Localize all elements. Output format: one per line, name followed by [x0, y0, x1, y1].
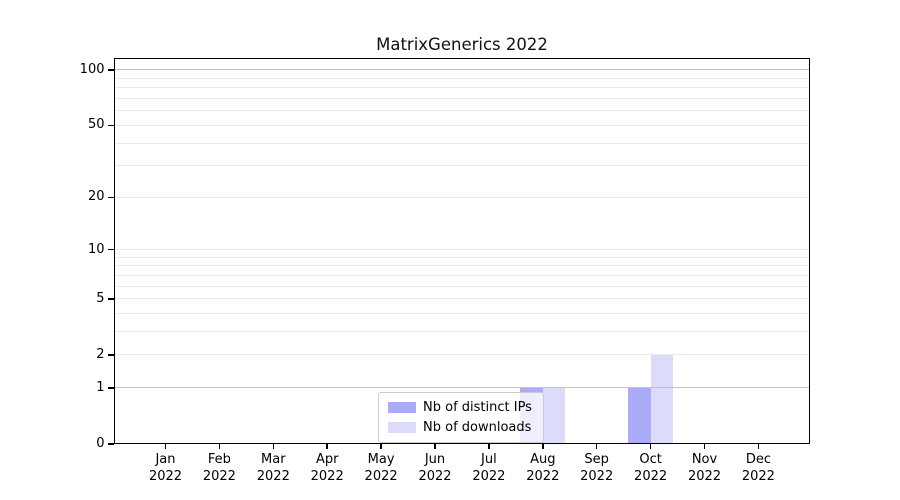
- y-axis-tick: [107, 248, 114, 251]
- y-axis-tick: [107, 354, 114, 356]
- x-axis-tick: [703, 444, 706, 449]
- x-axis-tick-label: Mar 2022: [241, 452, 305, 485]
- y-axis-tick: [107, 124, 114, 127]
- x-label-year: 2022: [472, 468, 506, 484]
- legend-swatch: [388, 422, 416, 433]
- gridline-minor: [114, 77, 810, 79]
- x-label-month: Sep: [584, 452, 609, 467]
- gridline-minor: [114, 274, 810, 276]
- x-axis-tick-label: Nov 2022: [673, 452, 737, 485]
- grid-layer: [114, 58, 810, 444]
- chart-title: MatrixGenerics 2022: [376, 35, 548, 54]
- x-label-year: 2022: [580, 468, 614, 484]
- y-axis-tick-label: 10: [87, 241, 105, 257]
- x-axis-tick: [218, 444, 221, 449]
- x-axis-tick-label: Jun 2022: [403, 452, 467, 485]
- gridline-minor: [114, 87, 810, 89]
- x-label-month: Nov: [691, 452, 718, 467]
- legend-item: Nb of distinct IPs: [388, 400, 532, 415]
- x-label-month: Jun: [424, 452, 446, 467]
- gridline-minor: [114, 110, 810, 112]
- gridline-minor: [114, 331, 810, 333]
- x-axis-tick: [434, 444, 436, 449]
- y-axis-tick: [107, 69, 114, 71]
- y-axis-tick: [107, 298, 114, 300]
- x-label-year: 2022: [634, 468, 668, 484]
- x-label-month: Aug: [530, 452, 556, 467]
- gridline-minor: [114, 313, 810, 315]
- gridline-minor: [114, 249, 810, 251]
- y-axis-tick-label: 100: [79, 61, 105, 77]
- x-label-month: Oct: [639, 452, 662, 467]
- x-label-year: 2022: [418, 468, 452, 484]
- gridline-minor: [114, 285, 810, 287]
- x-label-month: Dec: [745, 452, 771, 467]
- bar-downloads: [650, 354, 674, 444]
- x-label-month: Jul: [481, 452, 497, 467]
- x-axis-tick: [757, 444, 760, 449]
- x-axis-tick: [488, 444, 490, 449]
- x-axis-tick-label: Aug 2022: [511, 452, 575, 485]
- x-label-year: 2022: [256, 468, 290, 484]
- x-axis-tick: [380, 444, 382, 449]
- x-axis-tick: [542, 444, 544, 449]
- x-label-year: 2022: [148, 468, 183, 484]
- x-axis-tick-label: Feb 2022: [187, 452, 251, 485]
- x-label-month: Apr: [315, 452, 339, 467]
- x-axis-tick: [326, 444, 328, 449]
- gridline-minor: [114, 98, 810, 100]
- gridline-minor: [114, 298, 810, 300]
- gridline-major: [114, 69, 810, 71]
- x-label-year: 2022: [687, 468, 722, 484]
- legend-label: Nb of distinct IPs: [423, 400, 532, 415]
- x-label-month: Jan: [155, 452, 176, 467]
- x-label-year: 2022: [202, 468, 236, 484]
- x-label-year: 2022: [310, 468, 344, 484]
- gridline-major: [114, 387, 810, 389]
- legend: Nb of distinct IPs Nb of downloads: [378, 392, 544, 443]
- x-axis-tick: [595, 444, 598, 449]
- y-axis-tick-label: 1: [96, 379, 105, 395]
- x-label-year: 2022: [741, 468, 775, 484]
- y-axis-tick-label: 2: [96, 346, 105, 362]
- legend-item: Nb of downloads: [388, 420, 532, 435]
- x-axis-tick-label: Sep 2022: [565, 452, 629, 485]
- gridline-minor: [114, 265, 810, 267]
- y-axis-tick: [107, 387, 114, 389]
- x-label-month: Feb: [207, 452, 231, 467]
- x-axis-tick: [649, 444, 652, 449]
- x-axis-tick-label: May 2022: [349, 452, 413, 485]
- gridline-minor: [114, 354, 810, 356]
- legend-label: Nb of downloads: [423, 420, 532, 435]
- gridline-minor: [114, 124, 810, 126]
- bar-distinct-ips: [628, 387, 651, 444]
- x-axis-tick-label: Jan 2022: [134, 452, 198, 485]
- x-axis-tick-label: Jul 2022: [457, 452, 521, 485]
- x-label-month: May: [367, 452, 395, 467]
- bar-downloads: [542, 387, 566, 444]
- x-axis-tick-label: Apr 2022: [295, 452, 359, 485]
- x-axis-tick: [164, 444, 167, 449]
- gridline-minor: [114, 196, 810, 198]
- x-axis-tick-label: Oct 2022: [619, 452, 683, 485]
- x-axis-tick-label: Dec 2022: [726, 452, 790, 485]
- legend-swatch: [388, 402, 416, 413]
- gridline-minor: [114, 142, 810, 144]
- gridline-minor: [114, 256, 810, 258]
- x-label-year: 2022: [364, 468, 398, 484]
- y-axis-tick: [107, 196, 114, 199]
- y-axis-tick-label: 5: [96, 290, 105, 306]
- x-label-month: Mar: [261, 452, 286, 467]
- plot-area: Nb of distinct IPs Nb of downloads: [114, 58, 810, 444]
- y-axis-tick-label: 20: [87, 189, 105, 205]
- gridline-minor: [114, 165, 810, 167]
- y-axis-tick-label: 50: [87, 117, 105, 133]
- x-axis-tick: [272, 444, 275, 449]
- x-label-year: 2022: [526, 468, 560, 484]
- y-axis-tick: [107, 443, 114, 445]
- y-axis-tick-label: 0: [96, 436, 105, 451]
